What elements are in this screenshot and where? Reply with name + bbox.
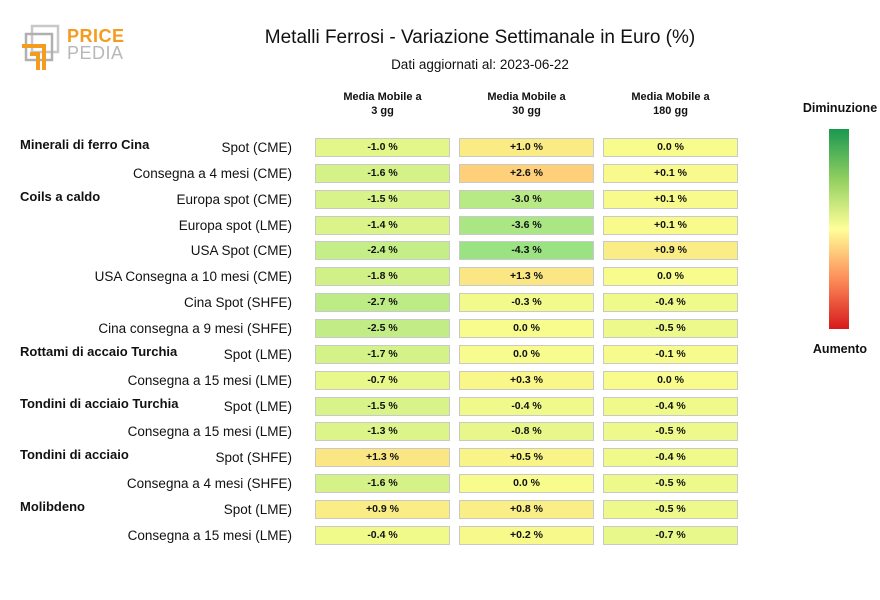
- heatmap-cell: -0.4 %: [315, 525, 450, 545]
- row-label: Consegna a 4 mesi (SHFE): [126, 476, 292, 492]
- heatmap-cell: +0.1 %: [603, 163, 738, 183]
- legend-bottom-label: Aumento: [812, 342, 868, 356]
- heatmap-cell: -0.8 %: [459, 422, 594, 442]
- heatmap-cell: -0.4 %: [603, 293, 738, 313]
- group-label: Minerali di ferro Cina: [20, 137, 150, 152]
- row-label: USA Consegna a 10 mesi (CME): [94, 269, 292, 285]
- pricepedia-logo: PRICE PEDIA: [20, 24, 130, 74]
- row-label: Spot (LME): [223, 398, 292, 414]
- row-label: Europa spot (CME): [176, 191, 292, 207]
- row-label: Spot (SHFE): [215, 450, 292, 466]
- heatmap-cell: -1.7 %: [315, 344, 450, 364]
- chart-title: Metalli Ferrosi - Variazione Settimanale…: [264, 27, 696, 48]
- heatmap-cell: +0.1 %: [603, 189, 738, 209]
- column-header-line2: 3 gg: [371, 105, 394, 117]
- heatmap-cell: -1.6 %: [315, 163, 450, 183]
- heatmap-cell: 0.0 %: [459, 344, 594, 364]
- column-header: Media Mobile a 180 gg: [603, 90, 738, 118]
- group-label: Tondini di acciaio: [20, 447, 129, 463]
- heatmap-cell: +0.1 %: [603, 215, 738, 235]
- heatmap-cell: -0.5 %: [603, 422, 738, 442]
- column-header-line2: 30 gg: [512, 105, 541, 117]
- heatmap-cell: +0.9 %: [315, 499, 450, 519]
- row-label: Consegna a 15 mesi (LME): [127, 527, 292, 543]
- group-label: Molibdeno: [20, 498, 85, 514]
- column-header-line1: Media Mobile a: [343, 91, 422, 103]
- heatmap-cell: -0.5 %: [603, 499, 738, 519]
- heatmap-cell: -0.5 %: [603, 474, 738, 494]
- heatmap-cell: 0.0 %: [603, 370, 738, 390]
- row-label: Consegna a 4 mesi (CME): [132, 165, 292, 181]
- heatmap-cell: +0.5 %: [459, 448, 594, 468]
- heatmap-cell: +0.3 %: [459, 370, 594, 390]
- column-header-line1: Media Mobile a: [487, 91, 566, 103]
- heatmap-cell: -3.6 %: [459, 215, 594, 235]
- group-label: Coils a caldo: [20, 188, 101, 204]
- row-label: Cina Spot (SHFE): [183, 295, 292, 311]
- heatmap-cell: -1.0 %: [315, 138, 450, 157]
- heatmap-cell: -4.3 %: [459, 241, 594, 261]
- heatmap-cell: -1.3 %: [315, 422, 450, 442]
- heatmap-cell: +0.9 %: [603, 241, 738, 261]
- heatmap-cell: -2.4 %: [315, 241, 450, 261]
- column-header-line1: Media Mobile a: [631, 91, 710, 103]
- heatmap-cell: 0.0 %: [459, 318, 594, 338]
- heatmap-cell: -0.7 %: [603, 525, 738, 545]
- heatmap-cell: -0.4 %: [603, 396, 738, 416]
- heatmap-cell: +0.2 %: [459, 525, 594, 545]
- row-label: Spot (LME): [223, 346, 292, 362]
- row-label: Europa spot (LME): [178, 217, 292, 233]
- heatmap-cell: -2.5 %: [315, 318, 450, 338]
- heatmap-cell: +1.3 %: [459, 267, 594, 287]
- column-header: Media Mobile a 3 gg: [315, 90, 450, 118]
- group-label: Rottami di accaio Turchia: [20, 343, 178, 359]
- logo-text-pedia: PEDIA: [67, 43, 124, 63]
- legend-color-bar: [829, 129, 849, 329]
- heatmap-cell: -0.4 %: [603, 448, 738, 468]
- heatmap-cell: -1.5 %: [315, 189, 450, 209]
- logo-mark-icon: [22, 24, 60, 70]
- heatmap-cell: +1.0 %: [459, 138, 594, 157]
- heatmap-cell: -1.4 %: [315, 215, 450, 235]
- row-label: Cina consegna a 9 mesi (SHFE): [98, 320, 292, 336]
- heatmap-cell: -0.7 %: [315, 370, 450, 390]
- heatmap-cell: -0.4 %: [459, 396, 594, 416]
- chart-subtitle: Dati aggiornati al: 2023-06-22: [391, 57, 569, 72]
- heatmap-cell: 0.0 %: [603, 267, 738, 287]
- logo-text-price: PRICE: [67, 26, 125, 46]
- heatmap-cell: -1.6 %: [315, 474, 450, 494]
- row-label: Consegna a 15 mesi (LME): [127, 372, 292, 388]
- row-label: Spot (CME): [221, 140, 292, 155]
- heatmap-cell: +1.3 %: [315, 448, 450, 468]
- row-label: USA Spot (CME): [190, 243, 292, 259]
- heatmap-cell: -3.0 %: [459, 189, 594, 209]
- legend-top-label: Diminuzione: [802, 101, 878, 115]
- column-header-line2: 180 gg: [653, 105, 688, 117]
- heatmap-cell: -0.5 %: [603, 318, 738, 338]
- heatmap-cell: 0.0 %: [459, 474, 594, 494]
- heatmap-cell: -0.1 %: [603, 344, 738, 364]
- heatmap-cell: +0.8 %: [459, 499, 594, 519]
- row-label: Spot (LME): [223, 501, 292, 517]
- heatmap-cell: -0.3 %: [459, 293, 594, 313]
- heatmap-cell: -1.8 %: [315, 267, 450, 287]
- heatmap-cell: -2.7 %: [315, 293, 450, 313]
- group-label: Tondini di acciaio Turchia: [20, 395, 179, 411]
- heatmap-cell: -1.5 %: [315, 396, 450, 416]
- column-header: Media Mobile a 30 gg: [459, 90, 594, 118]
- heatmap-cell: +2.6 %: [459, 163, 594, 183]
- heatmap-cell: 0.0 %: [603, 138, 738, 157]
- row-label: Consegna a 15 mesi (LME): [127, 424, 292, 440]
